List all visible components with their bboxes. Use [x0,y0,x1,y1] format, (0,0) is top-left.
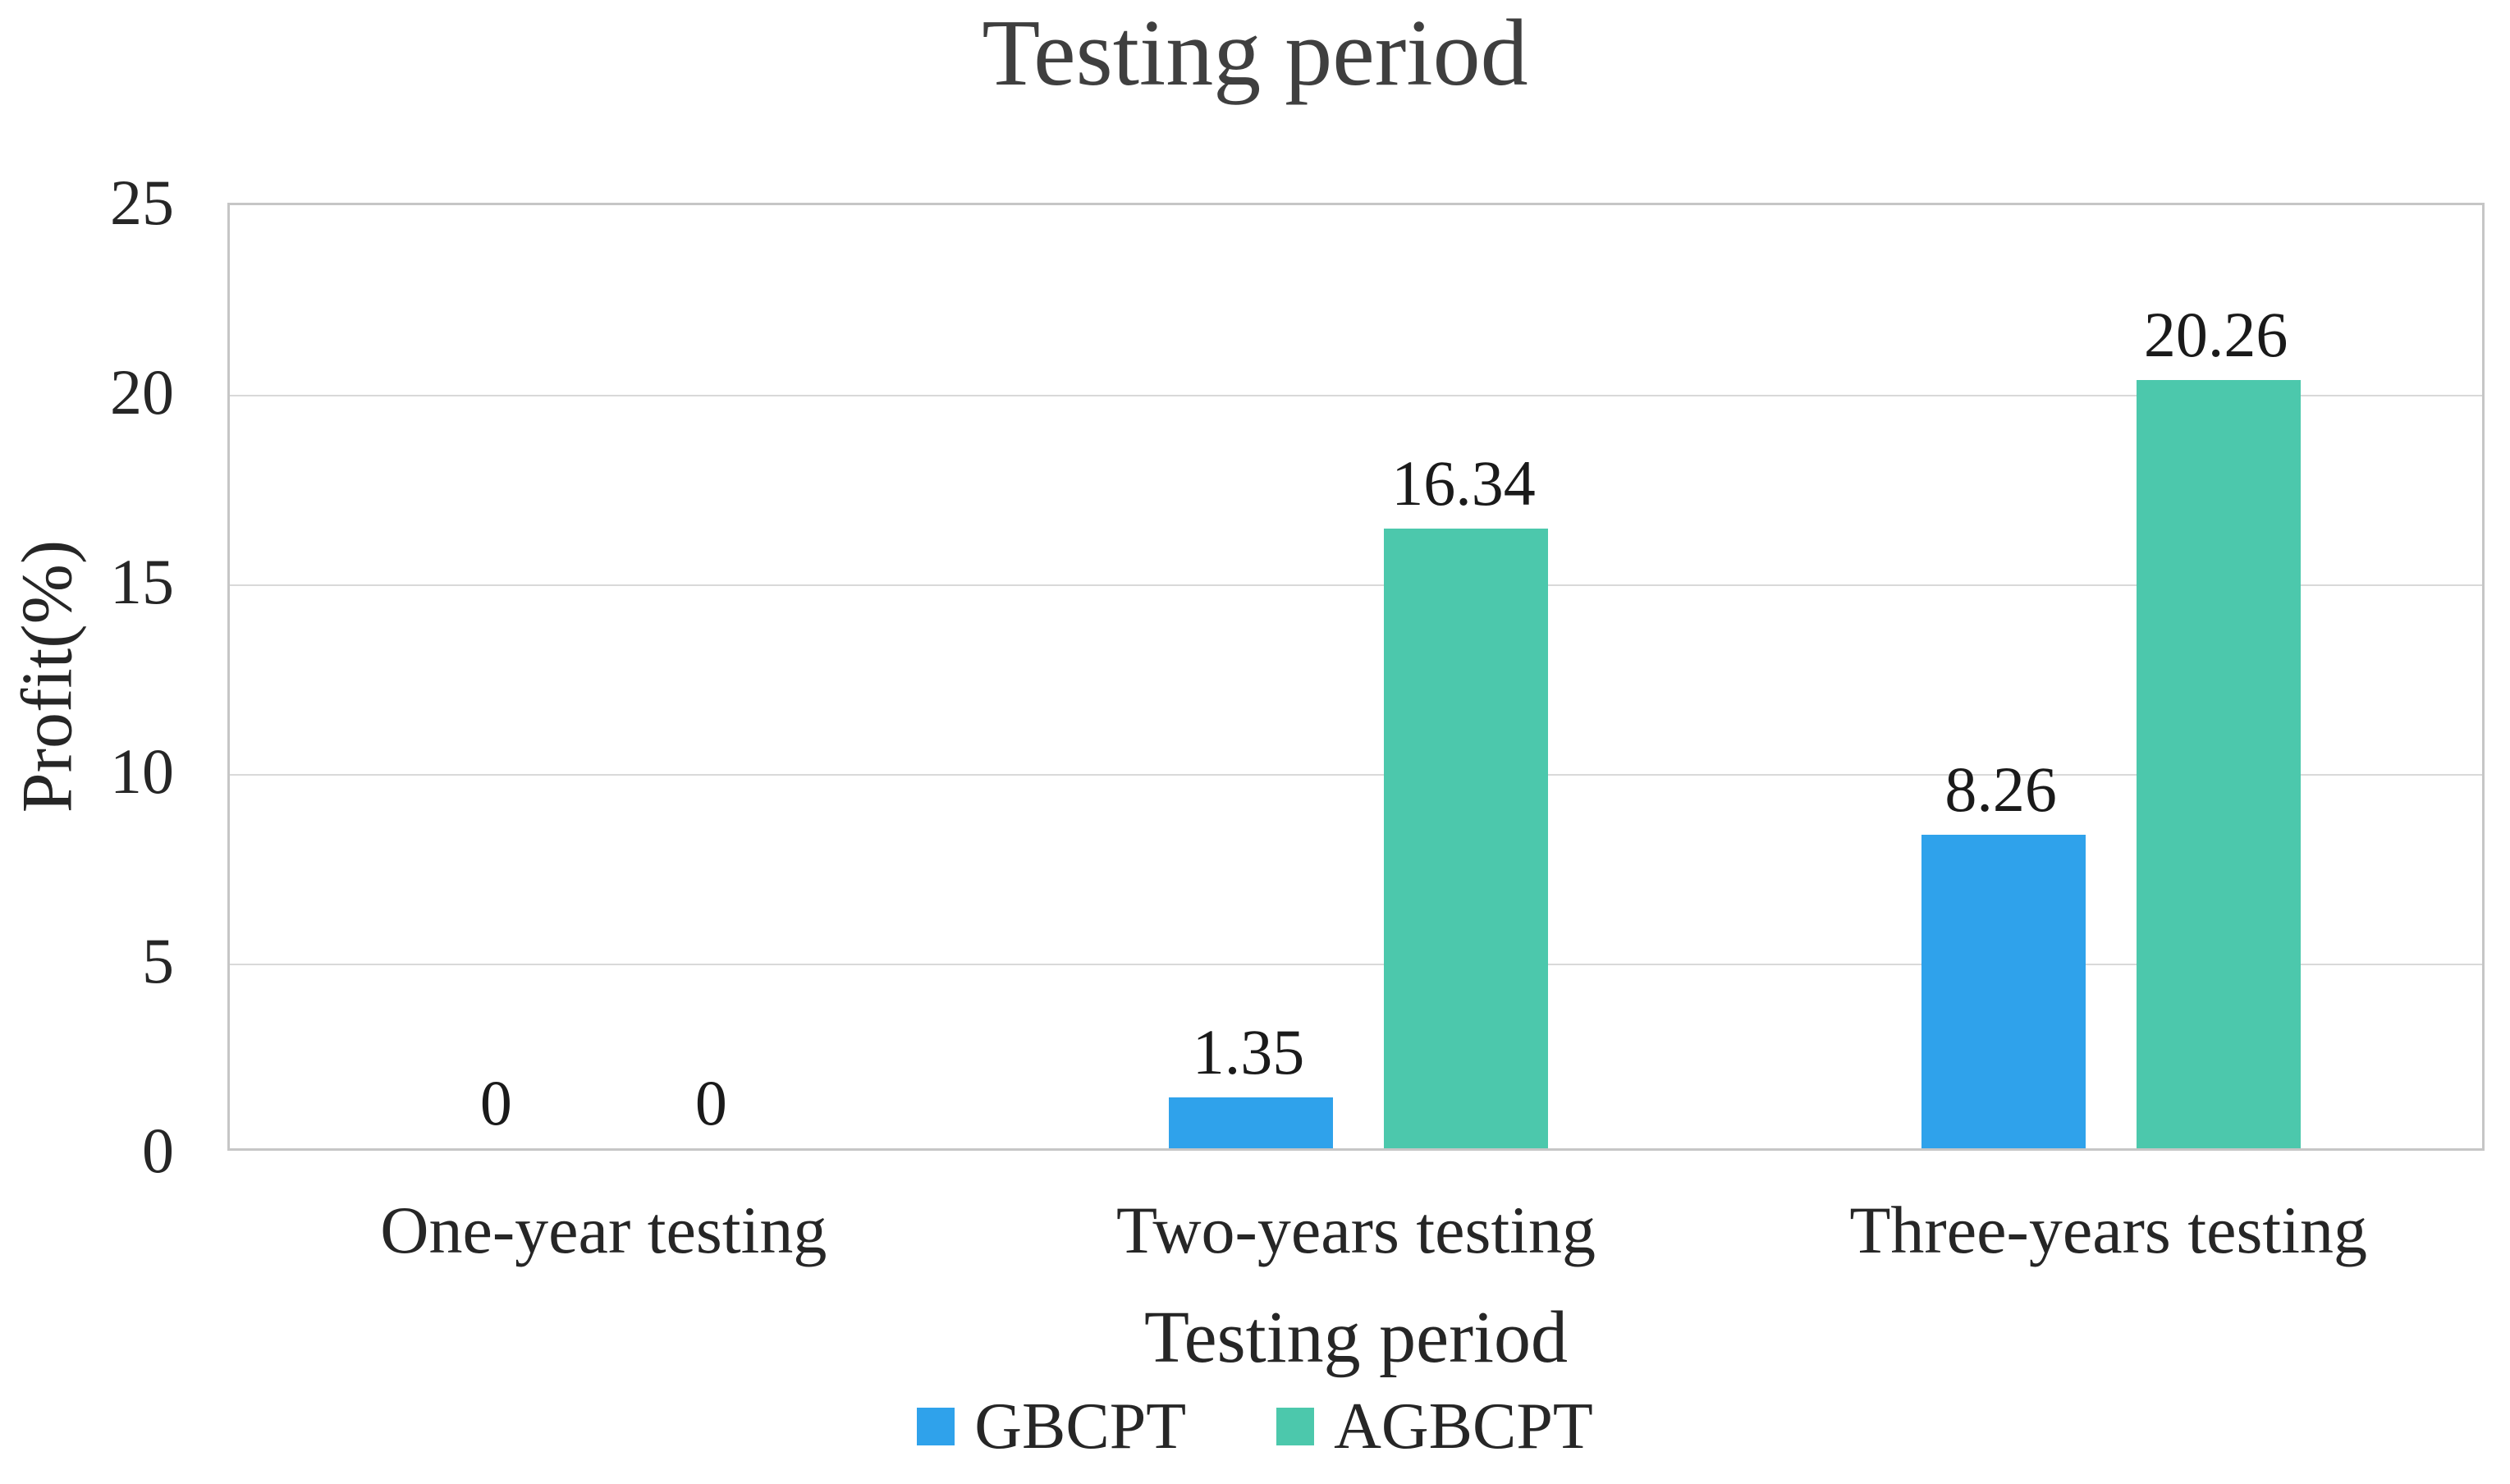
gridline-y-5 [230,964,2482,965]
legend-item-agbcpt: AGBCPT [1276,1394,1593,1459]
bar-agbcpt-2 [1384,529,1548,1148]
bar-gbcpt-3 [1921,835,2086,1148]
data-label-agbcpt-3: 20.26 [2143,298,2288,370]
y-tick-label-15: 15 [110,546,174,617]
x-tick-label-1: One-year testing [380,1193,827,1267]
legend-item-gbcpt: GBCPT [917,1394,1186,1459]
data-label-gbcpt-2: 1.35 [1192,1015,1305,1088]
y-tick-label-20: 20 [110,356,174,428]
chart-legend: GBCPT AGBCPT [0,1394,2510,1459]
x-axis-title: Testing period [1143,1297,1569,1378]
plot-area [227,203,2485,1151]
bar-agbcpt-3 [2136,380,2301,1148]
data-label-agbcpt-2: 16.34 [1391,447,1536,520]
y-tick-label-5: 5 [142,925,174,996]
y-tick-label-0: 0 [142,1115,174,1186]
gridline-y-15 [230,584,2482,586]
legend-swatch-gbcpt [917,1408,955,1445]
data-label-gbcpt-3: 8.26 [1944,753,2057,826]
y-tick-label-10: 10 [110,735,174,807]
legend-label-agbcpt: AGBCPT [1334,1390,1593,1463]
x-tick-label-3: Three-years testing [1849,1193,2367,1267]
gridline-y-10 [230,774,2482,776]
data-label-agbcpt-1: 0 [694,1067,727,1138]
gridline-y-20 [230,395,2482,396]
legend-swatch-agbcpt [1276,1408,1315,1445]
y-tick-label-25: 25 [110,167,174,238]
chart-title: Testing period [982,1,1528,106]
x-tick-label-2: Two-years testing [1115,1193,1596,1267]
bar-gbcpt-2 [1169,1097,1333,1148]
data-label-gbcpt-1: 0 [479,1067,512,1138]
legend-label-gbcpt: GBCPT [974,1390,1187,1463]
